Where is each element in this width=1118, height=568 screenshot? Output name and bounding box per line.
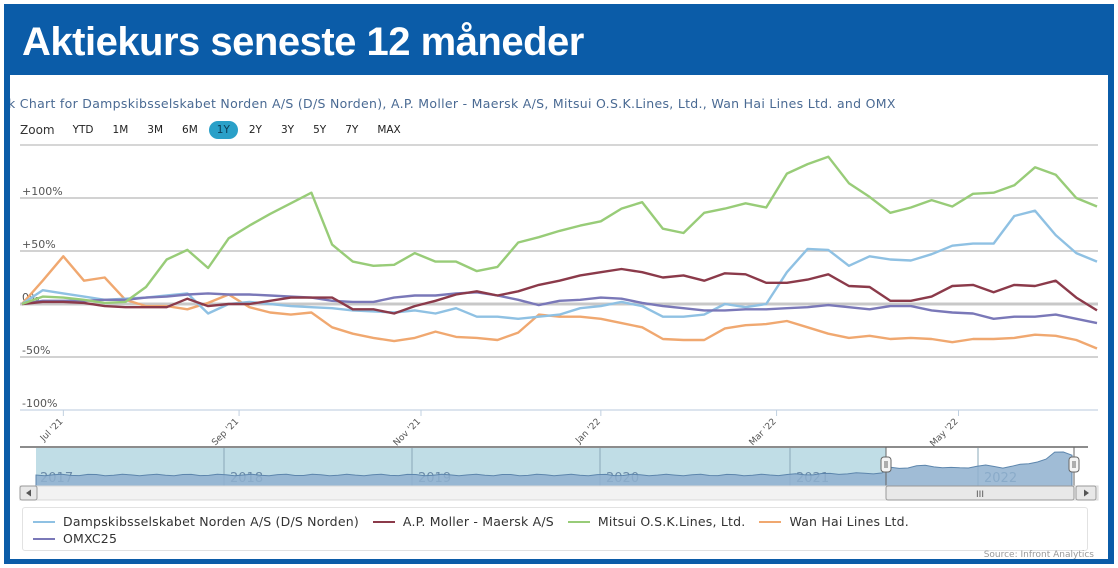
legend-item-mitsui[interactable]: Mitsui O.S.K.Lines, Ltd. (567, 514, 746, 529)
x-tick-label: Nov '21 (392, 417, 423, 448)
series-lines (21, 155, 1098, 350)
series-line-omxc25 (21, 291, 1098, 325)
navigator[interactable]: 201720182019202020212022 (20, 446, 1088, 487)
navigator-handle-left[interactable] (880, 456, 892, 473)
y-tick-label: -50% (22, 344, 50, 357)
legend-swatch (372, 520, 395, 523)
zoom-button-3y[interactable]: 3Y (280, 124, 295, 136)
legend-item-maersk[interactable]: A.P. Moller - Maersk A/S (372, 514, 554, 529)
arrow-right-icon (1084, 489, 1089, 497)
x-axis: Jul '21 Sep '21 Nov '21 Jan '22 Mar '22 May '… (38, 410, 961, 449)
y-tick-label: -100% (22, 397, 57, 410)
navigator-handle-right[interactable] (1068, 456, 1080, 473)
source-credit: Source: Infront Analytics (983, 550, 1094, 559)
y-tick-label: +100% (22, 185, 63, 198)
zoom-button-6m[interactable]: 6M (182, 124, 198, 136)
scroll-left-button[interactable] (19, 485, 38, 501)
legend-item-wan-hai[interactable]: Wan Hai Lines Ltd. (759, 514, 909, 529)
series-line-wan-hai-lines-ltd (21, 255, 1098, 350)
series-line-dampskibsselskabet-norden-a-s-d-s-norden (21, 209, 1098, 321)
gridlines (20, 144, 1098, 411)
scrollbar-grip: III (976, 490, 984, 500)
y-axis-labels: +100%+50%0%-50%-100% (22, 185, 63, 410)
x-tick-label: Jan '22 (574, 417, 603, 446)
zoom-button-ytd[interactable]: YTD (72, 124, 94, 136)
scrollbar-thumb[interactable] (885, 485, 1075, 501)
zoom-button-max[interactable]: MAX (377, 124, 401, 136)
legend-swatch (33, 520, 55, 523)
zoom-button-1m[interactable]: 1M (112, 124, 129, 136)
zoom-button-5y[interactable]: 5Y (313, 124, 327, 136)
navigator-right-edge (1073, 446, 1088, 486)
scroll-right-button[interactable] (1075, 485, 1097, 501)
legend-swatch (33, 537, 55, 540)
zoom-button-3m[interactable]: 3M (147, 124, 164, 136)
zoom-label: Zoom (20, 123, 55, 137)
x-tick-label: Mar '22 (748, 417, 779, 448)
zoom-range-selector: Zoom YTD 1M 3M 6M 1Y 2Y 3Y 5Y 7Y MAX (20, 120, 412, 140)
zoom-button-7y[interactable]: 7Y (345, 124, 359, 136)
chart-heading: k Chart for Dampskibsselskabet Norden A/… (10, 96, 896, 111)
zoom-button-1y[interactable]: 1Y (208, 121, 238, 139)
page-title: Aktiekurs seneste 12 måneder (22, 20, 584, 64)
x-tick-label: Sep '21 (210, 417, 241, 448)
zoom-button-2y[interactable]: 2Y (248, 124, 262, 136)
series-line-a-p-moller-maersk-a-s (21, 267, 1098, 315)
arrow-left-icon (26, 489, 31, 497)
legend-swatch (759, 520, 782, 523)
navigator-area (35, 451, 1073, 487)
y-tick-label: +50% (22, 238, 56, 251)
series-line-mitsui-o-s-k-lines-ltd (21, 155, 1098, 306)
scrollbar[interactable]: III (19, 485, 1099, 501)
line-chart: +100%+50%0%-50%-100% Jul '21 Sep '21 Nov '… (19, 144, 1099, 501)
legend-swatch (567, 520, 590, 523)
x-tick-label: May '22 (929, 417, 961, 449)
chart-panel: k Chart for Dampskibsselskabet Norden A/… (10, 75, 1108, 559)
x-tick-label: Jul '21 (38, 417, 65, 444)
legend-item-omxc25[interactable]: OMXC25 (33, 531, 117, 546)
legend-item-norden[interactable]: Dampskibsselskabet Norden A/S (D/S Norde… (33, 514, 359, 529)
legend: Dampskibsselskabet Norden A/S (D/S Norde… (22, 507, 1088, 551)
